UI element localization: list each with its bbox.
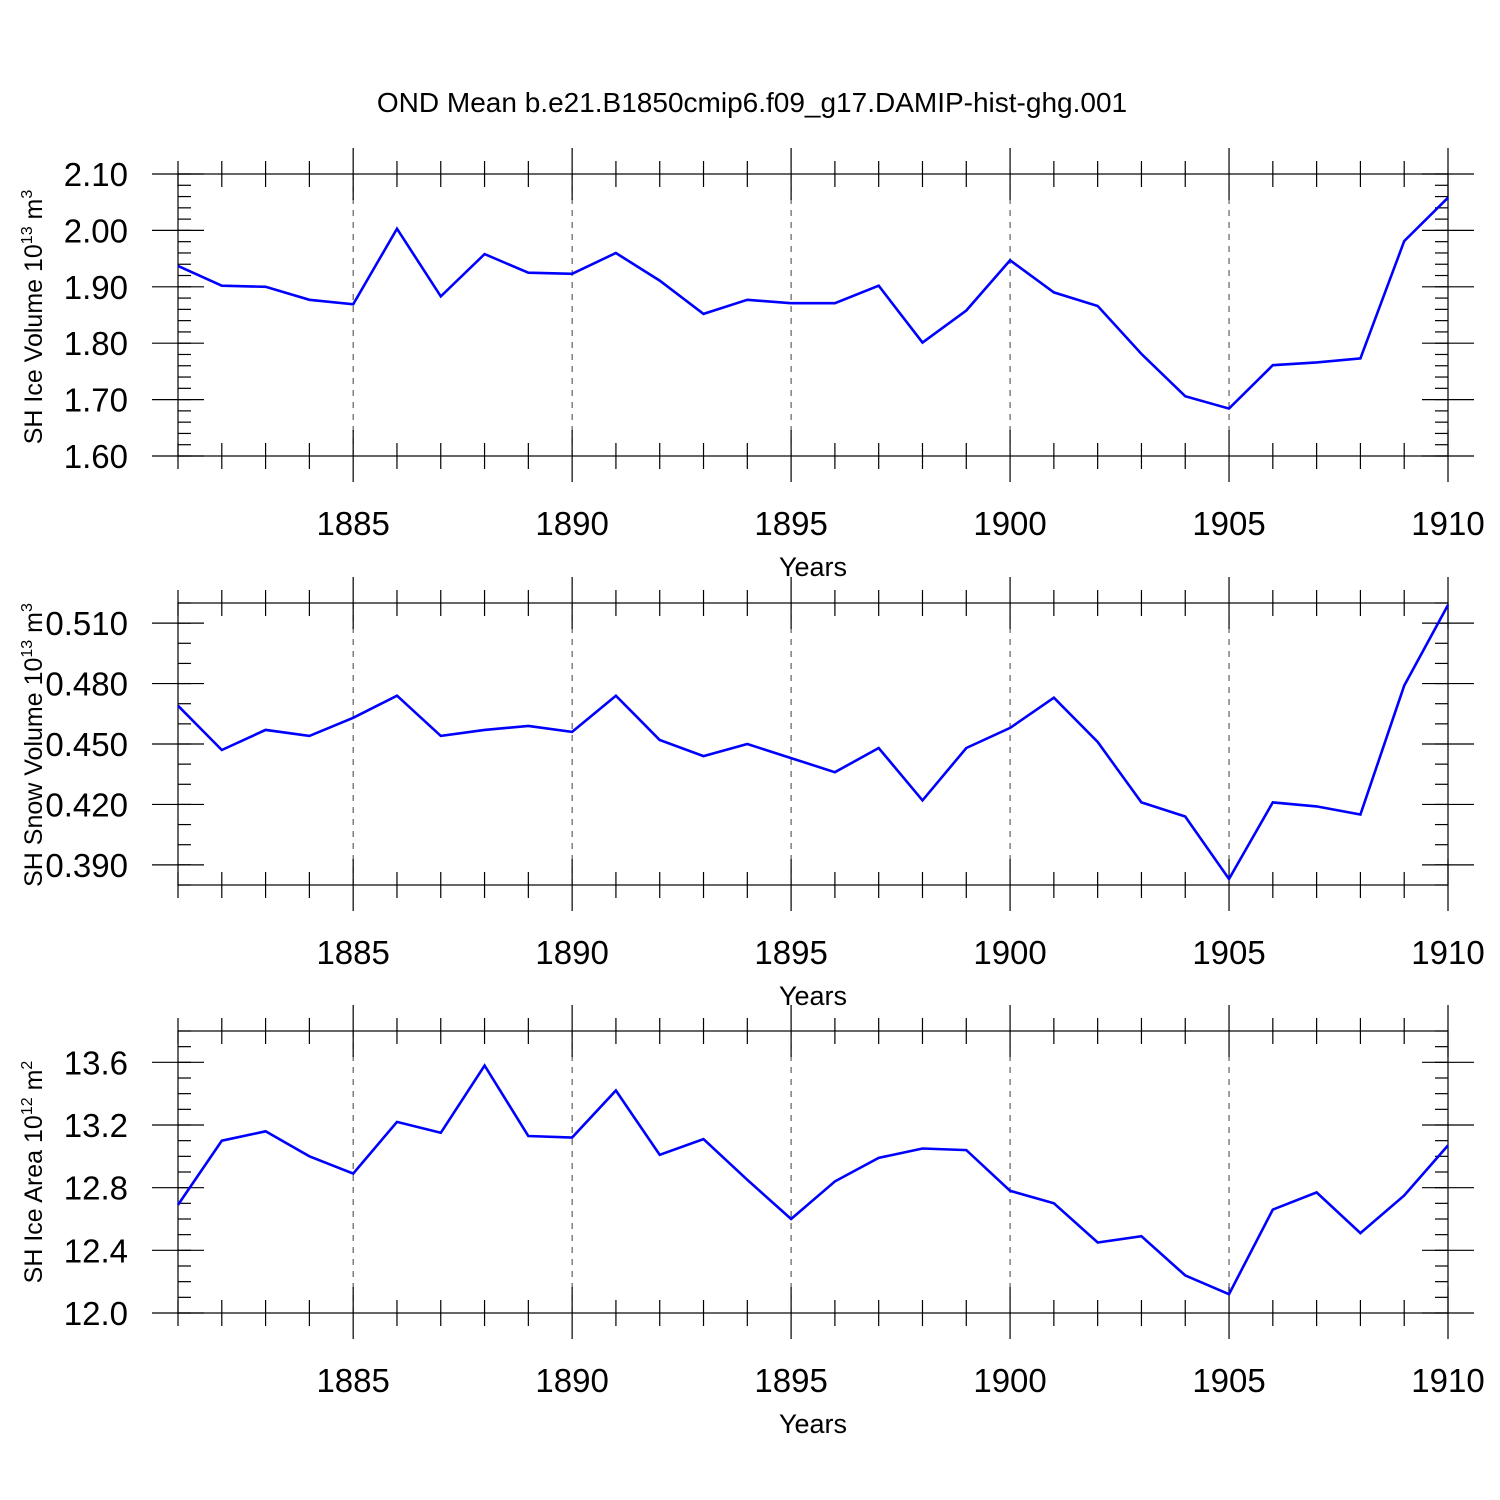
y-axis-title-part: m <box>20 612 48 640</box>
y-tick-label: 13.2 <box>64 1107 128 1144</box>
y-axis-title-superscript: 2 <box>19 1061 36 1070</box>
y-tick-label: 12.0 <box>64 1295 128 1332</box>
x-tick-label: 1890 <box>535 934 608 971</box>
y-tick-label: 13.6 <box>64 1044 128 1081</box>
y-tick-label: 12.8 <box>64 1170 128 1207</box>
y-axis-title-part: SH Ice Volume 10 <box>20 244 48 444</box>
y-tick-label: 2.00 <box>64 212 128 249</box>
chart-title: OND Mean b.e21.B1850cmip6.f09_g17.DAMIP-… <box>377 87 1127 118</box>
x-tick-label: 1905 <box>1192 1362 1265 1399</box>
y-axis-title-part: SH Snow Volume 10 <box>20 658 48 887</box>
y-axis-title-superscript: 12 <box>19 1097 36 1115</box>
x-tick-label: 1895 <box>754 1362 827 1399</box>
panel-1: 1.60 1.70 1.80 1.90 2.00 2.10 1885 1890 1895 1900… <box>19 148 1485 582</box>
x-axis-title: Years <box>779 981 847 1011</box>
series-line <box>177 196 1449 411</box>
y-axis-title-part: m <box>20 1070 48 1098</box>
y-axis-title-part: m <box>20 199 48 227</box>
x-axis-title: Years <box>779 1409 847 1439</box>
x-tick-label: 1910 <box>1411 505 1484 542</box>
y-axis-title: SH Ice Area 1012 m2 <box>19 1061 48 1284</box>
x-tick-label: 1885 <box>316 1362 389 1399</box>
series-line <box>177 604 1450 882</box>
series-line <box>176 1063 1449 1296</box>
panels: 1.60 1.70 1.80 1.90 2.00 2.10 1885 1890 1895 1900… <box>19 148 1485 1439</box>
x-axis-title: Years <box>779 552 847 582</box>
x-tick-label: 1900 <box>973 505 1046 542</box>
x-tick-label: 1900 <box>973 1362 1046 1399</box>
y-tick-label: 1.80 <box>64 325 128 362</box>
y-axis-title-superscript: 13 <box>19 640 36 658</box>
y-tick-label: 0.510 <box>45 605 128 642</box>
x-tick-label: 1905 <box>1192 934 1265 971</box>
x-tick-label: 1900 <box>973 934 1046 971</box>
x-tick-label: 1905 <box>1192 505 1265 542</box>
y-tick-label: 1.90 <box>64 269 128 306</box>
y-axis-title-superscript: 13 <box>19 226 36 244</box>
x-tick-label: 1890 <box>535 1362 608 1399</box>
y-tick-label: 0.450 <box>45 726 128 763</box>
x-tick-label: 1885 <box>316 505 389 542</box>
x-tick-label: 1910 <box>1411 1362 1484 1399</box>
y-tick-label: 12.4 <box>64 1232 128 1269</box>
x-tick-label: 1895 <box>754 505 827 542</box>
panel-3: 12.0 12.4 12.8 13.2 13.6 1885 1890 1895 1900 1905… <box>19 1005 1485 1439</box>
y-axis-title: SH Snow Volume 1013 m3 <box>19 603 48 887</box>
plot-frame <box>177 1030 1449 1314</box>
y-axis-title-superscript: 3 <box>19 603 36 612</box>
x-tick-label: 1895 <box>754 934 827 971</box>
y-tick-label: 1.70 <box>64 382 128 419</box>
y-tick-label: 1.60 <box>64 438 128 475</box>
plot-frame <box>177 602 1449 886</box>
y-tick-label: 2.10 <box>64 156 128 193</box>
x-tick-label: 1885 <box>316 934 389 971</box>
y-axis-title-superscript: 3 <box>19 190 36 199</box>
y-axis-title-part: SH Ice Area 10 <box>20 1115 48 1283</box>
y-axis-title: SH Ice Volume 1013 m3 <box>19 190 48 445</box>
y-tick-label: 0.420 <box>45 786 128 823</box>
y-tick-label: 0.390 <box>45 847 128 884</box>
y-tick-label: 0.480 <box>45 666 128 703</box>
x-tick-label: 1910 <box>1411 934 1484 971</box>
panel-2: 0.390 0.420 0.450 0.480 0.510 1885 1890 1895 190… <box>19 577 1485 1011</box>
x-tick-label: 1890 <box>535 505 608 542</box>
plot-frame <box>177 173 1449 457</box>
